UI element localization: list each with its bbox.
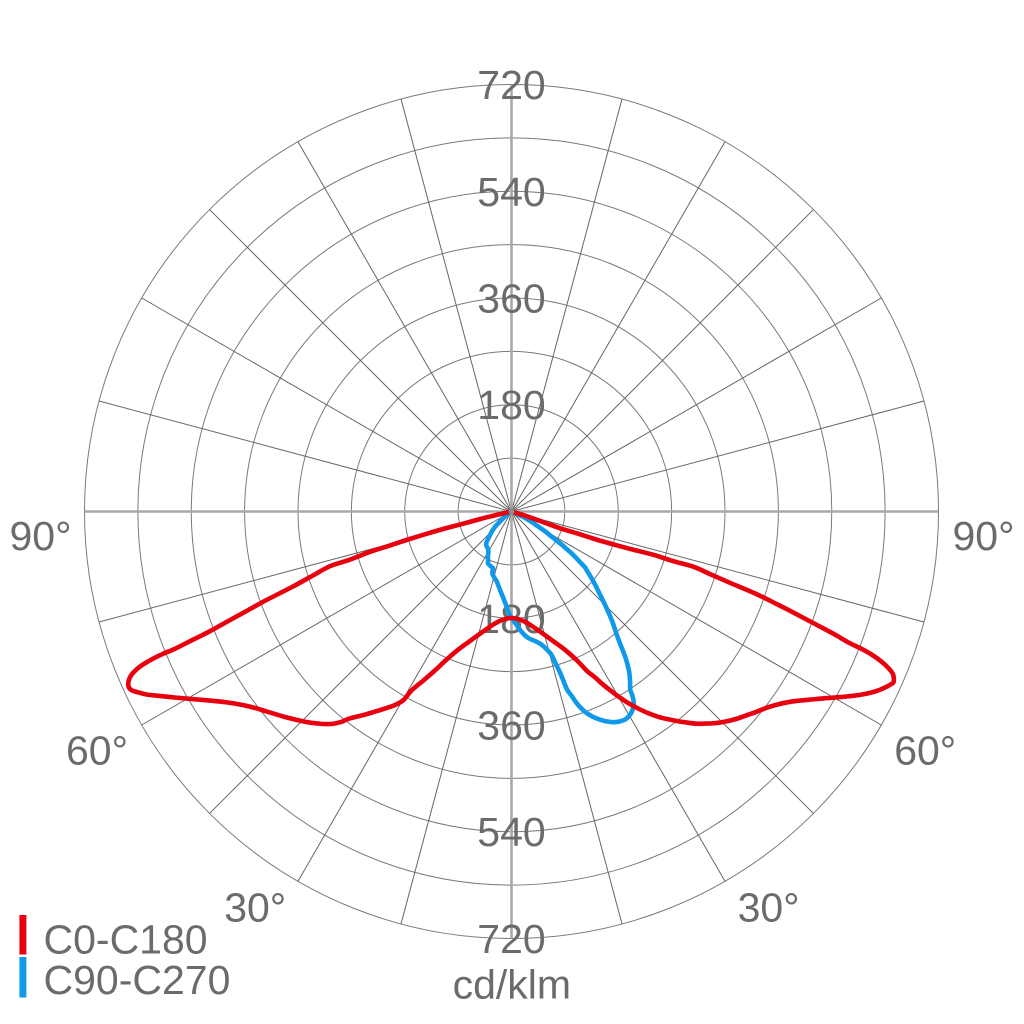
svg-text:cd/klm: cd/klm [453, 962, 571, 1008]
svg-text:30°: 30° [738, 884, 800, 930]
svg-text:90°: 90° [952, 513, 1014, 559]
svg-text:360: 360 [477, 703, 545, 749]
svg-text:720: 720 [477, 916, 545, 962]
svg-text:540: 540 [477, 809, 545, 855]
svg-text:90°: 90° [9, 513, 71, 559]
svg-text:180: 180 [477, 382, 545, 428]
svg-text:C90-C270: C90-C270 [44, 957, 231, 1003]
svg-text:360: 360 [477, 276, 545, 322]
svg-text:30°: 30° [224, 884, 286, 930]
svg-text:540: 540 [477, 169, 545, 215]
svg-text:60°: 60° [66, 727, 128, 773]
svg-text:60°: 60° [894, 727, 956, 773]
svg-text:720: 720 [477, 62, 545, 108]
svg-text:C0-C180: C0-C180 [44, 917, 208, 963]
